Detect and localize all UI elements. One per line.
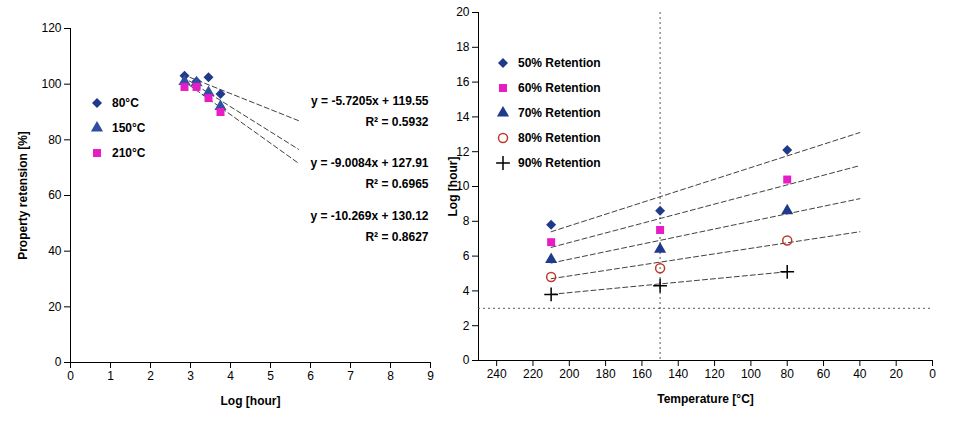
svg-text:20: 20 (890, 367, 904, 381)
svg-text:Log [hour]: Log [hour] (446, 157, 460, 217)
svg-text:10: 10 (456, 179, 470, 194)
svg-text:140: 140 (668, 367, 688, 381)
html-text:50% Retention: 50% Retention (518, 55, 601, 70)
html-text:80% Retention: 80% Retention (518, 130, 601, 145)
svg-text:100: 100 (41, 77, 61, 91)
svg-text:40: 40 (48, 244, 62, 258)
svg-text:20: 20 (456, 5, 470, 19)
svg-text:y = -10.269x + 130.12: y = -10.269x + 130.12 (310, 209, 428, 223)
svg-text:8: 8 (387, 369, 394, 383)
svg-text:180: 180 (596, 367, 616, 381)
svg-text:4: 4 (463, 284, 470, 298)
svg-text:Property retension [%]: Property retension [%] (16, 131, 30, 260)
svg-text:12: 12 (456, 145, 470, 159)
svg-text:120: 120 (705, 367, 725, 381)
svg-text:220: 220 (523, 367, 543, 381)
svg-text:14: 14 (456, 110, 470, 124)
svg-text:0: 0 (55, 355, 62, 369)
svg-text:80: 80 (48, 133, 62, 147)
svg-text:7: 7 (347, 369, 354, 383)
svg-text:6: 6 (307, 369, 314, 383)
svg-text:0: 0 (67, 369, 74, 383)
svg-text:4: 4 (227, 369, 234, 383)
svg-text:0: 0 (929, 367, 936, 381)
svg-text:18: 18 (456, 40, 470, 54)
svg-text:Log [hour]: Log [hour] (221, 394, 281, 408)
svg-text:y = -5.7205x + 119.55: y = -5.7205x + 119.55 (311, 94, 429, 108)
svg-text:240: 240 (487, 367, 507, 381)
svg-text:60: 60 (48, 188, 62, 202)
svg-text:2: 2 (147, 369, 154, 383)
svg-text:2: 2 (463, 319, 470, 333)
svg-text:100: 100 (741, 367, 761, 381)
html-text:60% Retention: 60% Retention (518, 80, 601, 95)
svg-text:20: 20 (48, 300, 62, 314)
svg-text:5: 5 (267, 369, 274, 383)
html-text:70% Retention: 70% Retention (518, 105, 601, 120)
html-text:150°C: 150°C (112, 120, 146, 135)
html-text:210°C: 210°C (112, 145, 146, 160)
svg-text:40: 40 (853, 367, 867, 381)
svg-text:R² = 0.5932: R² = 0.5932 (365, 115, 428, 129)
svg-text:160: 160 (632, 367, 652, 381)
svg-text:60: 60 (817, 367, 831, 381)
svg-text:0: 0 (463, 353, 470, 367)
svg-text:16: 16 (456, 75, 470, 89)
svg-text:R² = 0.6965: R² = 0.6965 (365, 177, 428, 191)
svg-text:120: 120 (41, 21, 61, 35)
html-text:90% Retention: 90% Retention (518, 155, 601, 170)
svg-text:9: 9 (427, 369, 434, 383)
svg-text:8: 8 (463, 214, 470, 228)
svg-text:1: 1 (107, 369, 114, 383)
svg-text:80: 80 (781, 367, 795, 381)
svg-text:3: 3 (187, 369, 194, 383)
svg-text:6: 6 (463, 249, 470, 263)
html-text:80°C: 80°C (112, 95, 139, 110)
svg-text:R² = 0.8627: R² = 0.8627 (365, 230, 428, 244)
svg-text:y = -9.0084x + 127.91: y = -9.0084x + 127.91 (310, 156, 428, 170)
svg-text:Temperature [°C]: Temperature [°C] (657, 392, 754, 406)
svg-text:200: 200 (559, 367, 579, 381)
